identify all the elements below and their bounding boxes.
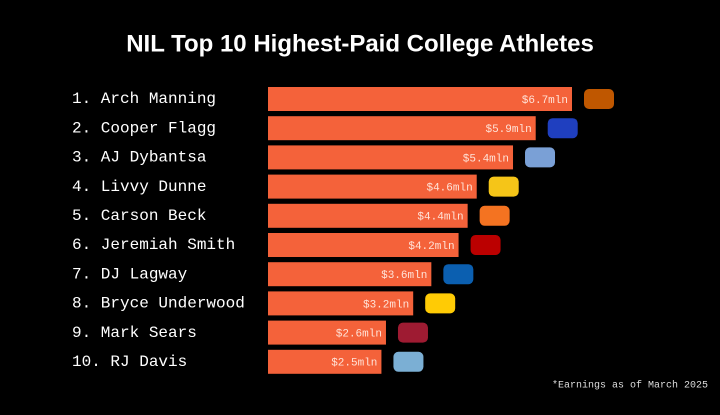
category-label: 2. Cooper Flagg: [72, 119, 216, 137]
bar: [268, 174, 477, 199]
value-label: $2.5mln: [331, 358, 377, 370]
bar: [268, 349, 382, 374]
value-label: $4.6mln: [426, 183, 472, 195]
chart-title: NIL Top 10 Highest-Paid College Athletes: [126, 30, 594, 57]
category-label: 10. RJ Davis: [72, 353, 187, 371]
team-logo: [479, 205, 510, 226]
bar: [268, 262, 432, 287]
category-label: 7. DJ Lagway: [72, 265, 188, 283]
bar: [268, 203, 468, 228]
value-label: $3.6mln: [381, 270, 427, 282]
value-label: $2.6mln: [336, 329, 382, 341]
category-label: 6. Jeremiah Smith: [72, 236, 235, 254]
category-label: 3. AJ Dybantsa: [72, 149, 207, 167]
category-label: 4. Livvy Dunne: [72, 178, 206, 196]
category-label: 9. Mark Sears: [72, 324, 197, 342]
bar: [268, 291, 414, 316]
team-logo: [525, 147, 556, 168]
category-label: 5. Carson Beck: [72, 207, 206, 225]
bar: [268, 145, 514, 170]
category-label: 8. Bryce Underwood: [72, 295, 245, 313]
footnote: *Earnings as of March 2025: [552, 380, 708, 392]
value-label: $5.4mln: [463, 153, 509, 165]
category-label: 1. Arch Manning: [72, 90, 216, 108]
team-logo: [443, 264, 474, 285]
value-label: $5.9mln: [485, 124, 531, 136]
team-logo: [470, 235, 501, 255]
value-label: $4.4mln: [417, 212, 463, 224]
value-label: $3.2mln: [363, 299, 409, 311]
team-logo: [488, 176, 519, 197]
team-logo: [397, 322, 428, 343]
team-logo: [547, 118, 578, 139]
value-label: $6.7mln: [522, 95, 568, 107]
bar: [268, 233, 459, 257]
bar: [268, 320, 386, 345]
team-logo: [584, 89, 614, 109]
bar: [268, 87, 572, 111]
team-logo: [393, 351, 424, 372]
value-label: $4.2mln: [408, 241, 454, 253]
bar: [268, 116, 536, 141]
team-logo: [425, 293, 456, 314]
